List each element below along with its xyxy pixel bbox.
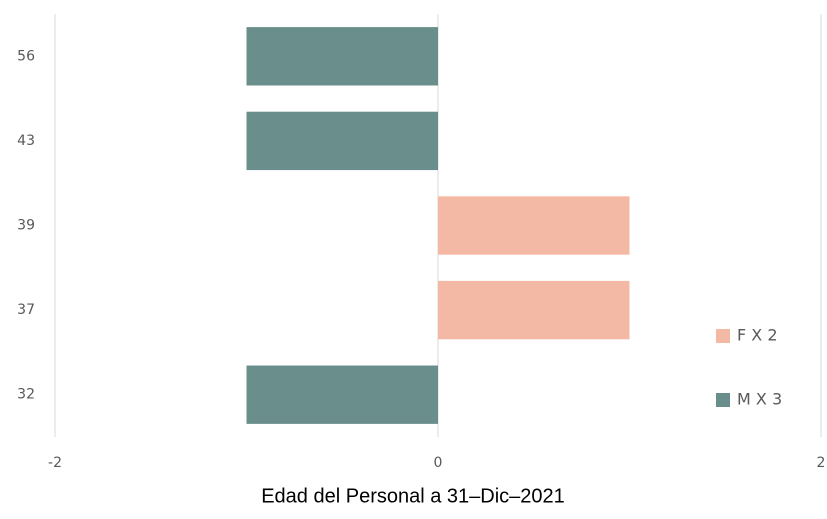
x-tick-label: 0 xyxy=(434,455,443,471)
bar xyxy=(438,280,630,340)
legend-swatch xyxy=(716,393,730,407)
x-tick-label: -2 xyxy=(48,455,62,471)
bar xyxy=(438,196,630,255)
y-tick-label: 32 xyxy=(17,387,35,403)
bar xyxy=(246,27,438,86)
y-tick-label: 37 xyxy=(17,302,35,318)
y-tick-label: 39 xyxy=(17,218,35,234)
legend-swatch xyxy=(716,329,730,343)
chart-title: Edad del Personal a 31–Dic–2021 xyxy=(261,485,565,507)
bar xyxy=(246,365,438,424)
x-tick-label: 2 xyxy=(817,455,826,471)
y-tick-label: 43 xyxy=(17,133,35,149)
legend-label: M X 3 xyxy=(737,390,782,409)
legend-label: F X 2 xyxy=(737,326,778,345)
y-tick-label: 56 xyxy=(17,48,35,64)
bar xyxy=(246,111,438,171)
